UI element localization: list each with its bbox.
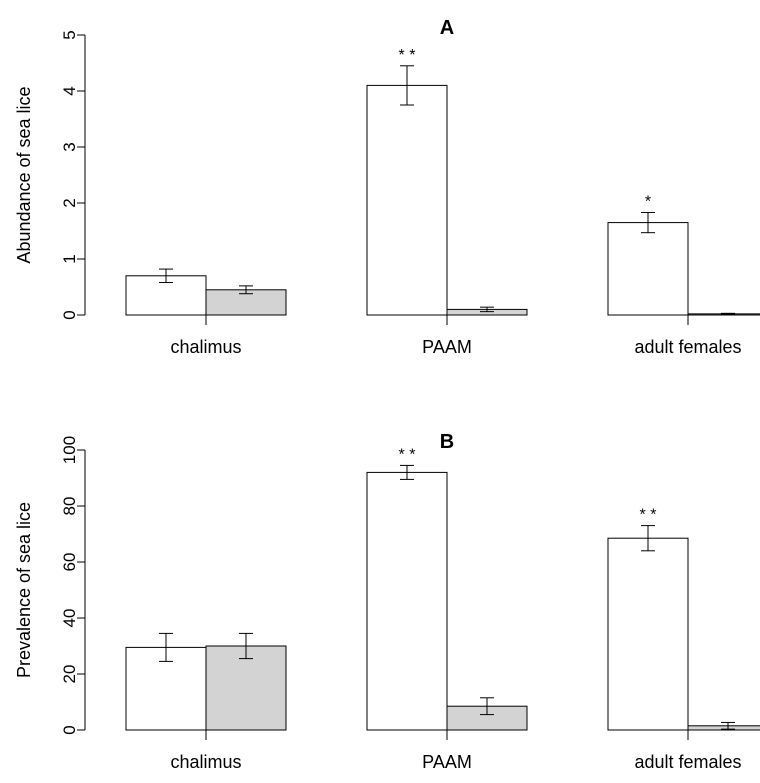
y-tick-label: 60	[60, 553, 79, 572]
y-axis-label: Abundance of sea lice	[14, 86, 34, 263]
y-tick-label: 3	[60, 142, 79, 151]
panel-title: A	[440, 17, 454, 39]
bar	[366, 84, 448, 316]
bar	[607, 537, 689, 731]
significance-marker: * *	[399, 446, 416, 463]
y-tick-label: 1	[60, 254, 79, 263]
bar	[366, 471, 448, 731]
x-category-label: adult females	[634, 752, 741, 772]
y-tick-label: 40	[60, 609, 79, 628]
panel-title: B	[440, 431, 454, 453]
x-category-label: chalimus	[170, 752, 241, 772]
bar	[205, 645, 287, 731]
y-tick-label: 0	[60, 310, 79, 319]
y-axis-label: Prevalence of sea lice	[14, 502, 34, 678]
significance-marker: * *	[399, 47, 416, 64]
bar	[607, 222, 689, 316]
y-tick-label: 5	[60, 30, 79, 39]
y-tick-label: 2	[60, 198, 79, 207]
y-tick-label: 0	[60, 725, 79, 734]
y-tick-label: 20	[60, 665, 79, 684]
significance-marker: * *	[640, 507, 657, 524]
y-tick-label: 80	[60, 497, 79, 516]
x-category-label: adult females	[634, 337, 741, 357]
x-category-label: chalimus	[170, 337, 241, 357]
significance-marker: *	[645, 194, 651, 211]
x-category-label: PAAM	[422, 337, 472, 357]
panel-b: 0 20 40 60 80 100 Prevalence of sea lice Bchali…	[14, 431, 760, 772]
x-category-label: PAAM	[422, 752, 472, 772]
y-tick-label: 4	[60, 86, 79, 95]
y-tick-label: 100	[60, 436, 79, 464]
